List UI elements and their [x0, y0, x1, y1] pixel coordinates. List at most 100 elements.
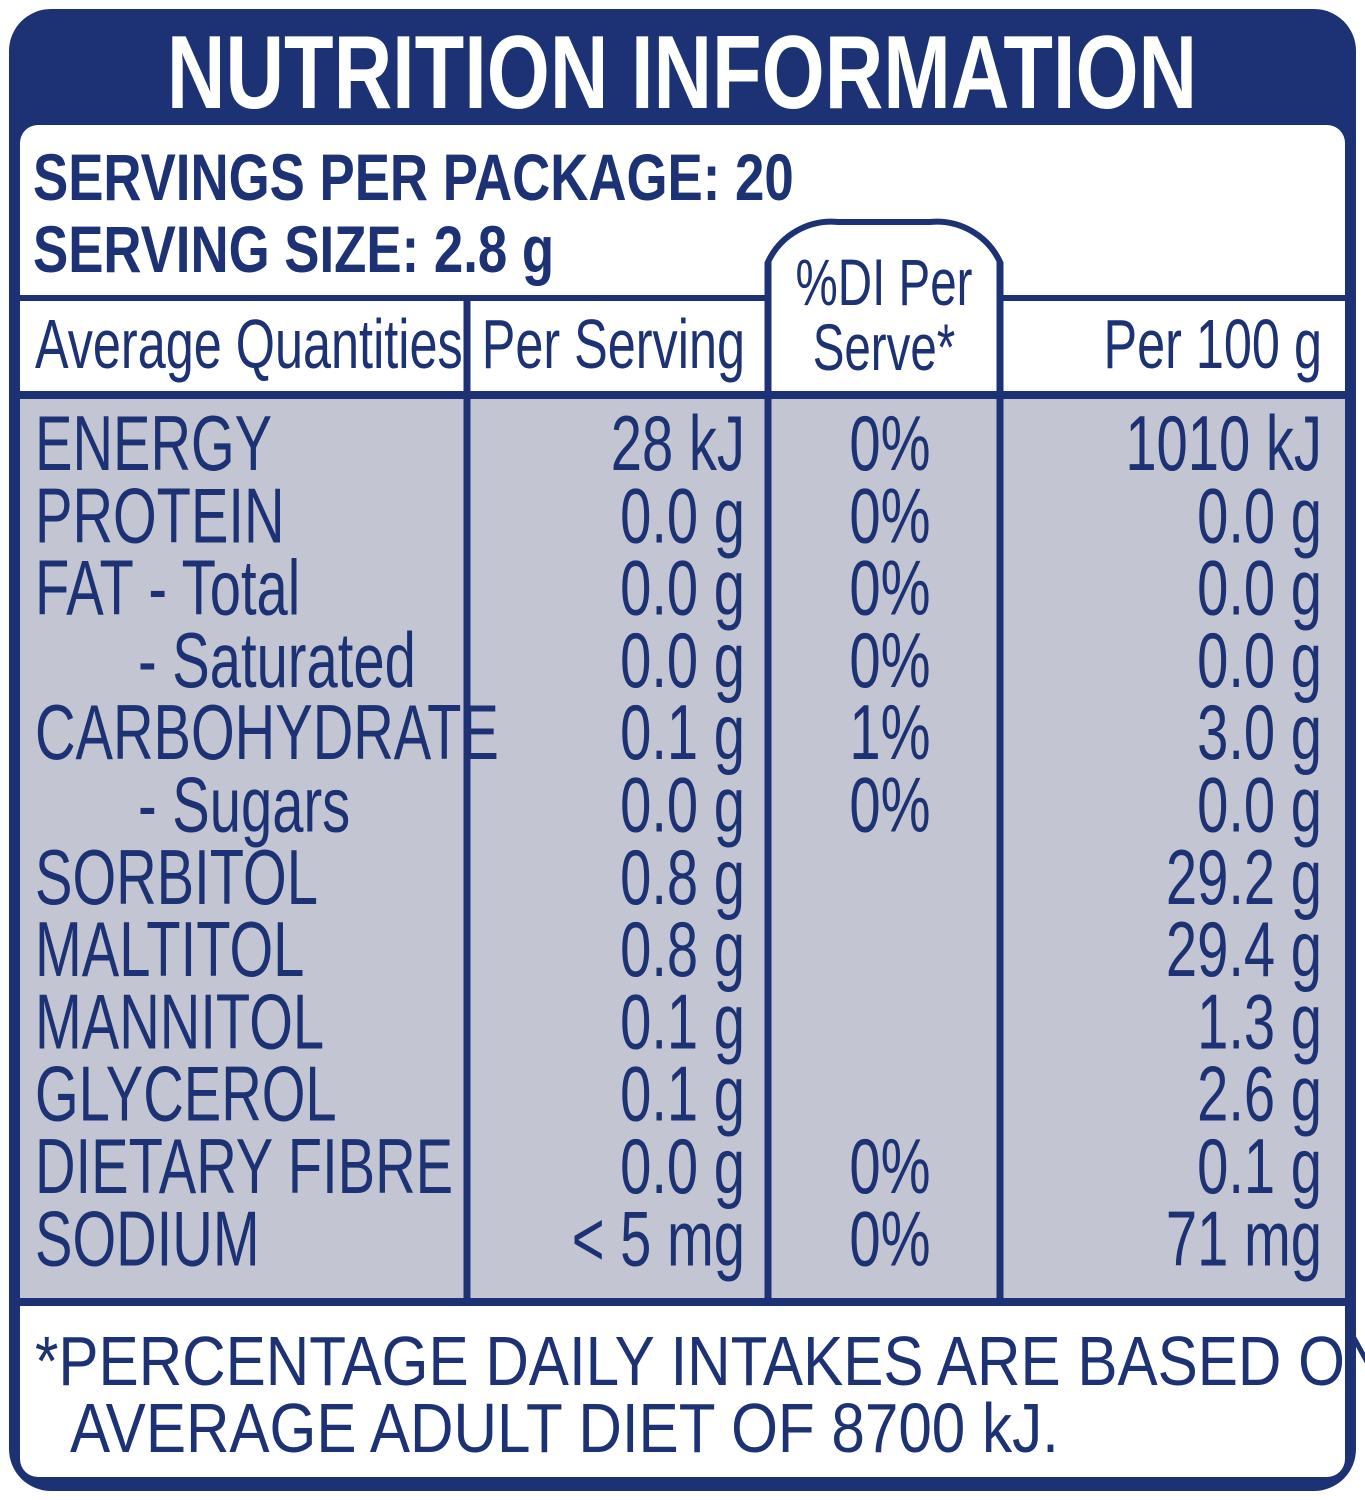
- content: NUTRITION INFORMATION SERVINGS PER PACKAG…: [33, 14, 1365, 1467]
- daily-intake-group: 0%: [849, 1123, 930, 1210]
- daily-intake: 0%: [849, 1195, 930, 1282]
- per-serving-group: < 5 mg: [572, 1195, 745, 1282]
- per-100g-group: 0.1 g: [1197, 1123, 1322, 1210]
- per-100g: 1010 kJ: [1125, 400, 1322, 487]
- per-serving-group: 0.1 g: [620, 689, 745, 776]
- nutrient-name-group: SODIUM: [35, 1195, 260, 1282]
- per-serving: 28 kJ: [611, 400, 745, 487]
- daily-intake-group: 0%: [849, 1195, 930, 1282]
- column-header: Per 100 g: [1103, 305, 1322, 383]
- daily-intake-group: 0%: [849, 472, 930, 559]
- nutrient-name: MALTITOL: [35, 906, 304, 993]
- per-100g-group: 0.0 g: [1197, 472, 1322, 559]
- footnote: AVERAGE ADULT DIET OF 8700 kJ.: [70, 1389, 1059, 1467]
- per-100g: 29.4 g: [1166, 906, 1322, 993]
- per-serving-group: 0.1 g: [620, 1051, 745, 1138]
- per-100g: 0.0 g: [1197, 472, 1322, 559]
- daily-intake: 0%: [849, 1123, 930, 1210]
- per-serving-group: 0.0 g: [620, 545, 745, 632]
- per-100g: 0.0 g: [1197, 617, 1322, 704]
- nutrient-name: SORBITOL: [35, 834, 318, 921]
- nutrient-name-group: DIETARY FIBRE: [35, 1123, 453, 1210]
- nutrient-name-group: - Saturated: [138, 617, 416, 704]
- per-serving-group: 0.8 g: [620, 906, 745, 993]
- nutrient-name: CARBOHYDRATE: [35, 689, 499, 776]
- footnote-group: *PERCENTAGE DAILY INTAKES ARE BASED ON A…: [35, 1322, 1365, 1400]
- nutrient-name-group: GLYCEROL: [35, 1051, 337, 1138]
- column-header: %DI Per: [796, 246, 973, 319]
- nutrient-name-group: CARBOHYDRATE: [35, 689, 499, 776]
- per-100g-group: 0.0 g: [1197, 617, 1322, 704]
- daily-intake-group: 0%: [849, 400, 930, 487]
- column-header-group: Average Quantities: [35, 305, 463, 383]
- per-serving: 0.1 g: [620, 689, 745, 776]
- per-serving-group: 0.0 g: [620, 617, 745, 704]
- serving-size-group: SERVING SIZE: 2.8 g: [33, 212, 554, 286]
- per-100g-group: 29.4 g: [1166, 906, 1322, 993]
- per-serving-group: 0.8 g: [620, 834, 745, 921]
- per-100g-group: 0.0 g: [1197, 761, 1322, 848]
- per-100g: 0.0 g: [1197, 761, 1322, 848]
- daily-intake: 0%: [849, 400, 930, 487]
- per-serving: 0.0 g: [620, 1123, 745, 1210]
- per-serving: 0.1 g: [620, 978, 745, 1065]
- per-100g-group: 1.3 g: [1197, 978, 1322, 1065]
- per-serving: 0.0 g: [620, 545, 745, 632]
- nutrient-name-group: MALTITOL: [35, 906, 304, 993]
- per-100g-group: 3.0 g: [1197, 689, 1322, 776]
- title: NUTRITION INFORMATION: [167, 14, 1197, 130]
- footnote: *PERCENTAGE DAILY INTAKES ARE BASED ON A…: [35, 1322, 1365, 1400]
- per-100g: 29.2 g: [1166, 834, 1322, 921]
- servings-per-package-group: SERVINGS PER PACKAGE: 20: [33, 140, 794, 214]
- table-body-bg: [20, 395, 1345, 1303]
- nutrient-name: - Sugars: [138, 761, 350, 848]
- nutrient-name: - Saturated: [138, 617, 416, 704]
- per-serving-group: 0.1 g: [620, 978, 745, 1065]
- per-serving: 0.0 g: [620, 761, 745, 848]
- nutrient-name-group: SORBITOL: [35, 834, 318, 921]
- column-header: Average Quantities: [35, 305, 463, 383]
- nutrient-name: PROTEIN: [35, 472, 285, 559]
- per-100g: 0.1 g: [1197, 1123, 1322, 1210]
- per-serving-group: 28 kJ: [611, 400, 745, 487]
- nutrient-name: SODIUM: [35, 1195, 260, 1282]
- nutrient-name-group: MANNITOL: [35, 978, 324, 1065]
- column-header-group: %DI Per: [796, 246, 973, 319]
- daily-intake: 0%: [849, 761, 930, 848]
- per-serving-group: 0.0 g: [620, 761, 745, 848]
- per-100g-group: 0.0 g: [1197, 545, 1322, 632]
- footnote-group: AVERAGE ADULT DIET OF 8700 kJ.: [70, 1389, 1059, 1467]
- daily-intake-group: 0%: [849, 545, 930, 632]
- daily-intake: 0%: [849, 545, 930, 632]
- column-header-group: Per Serving: [482, 305, 745, 383]
- per-100g: 71 mg: [1166, 1195, 1322, 1282]
- nutrient-name: MANNITOL: [35, 978, 324, 1065]
- nutrient-name: DIETARY FIBRE: [35, 1123, 453, 1210]
- nutrient-name-group: FAT - Total: [35, 545, 300, 632]
- per-100g-group: 71 mg: [1166, 1195, 1322, 1282]
- column-header-group: Per 100 g: [1103, 305, 1322, 383]
- per-serving: 0.0 g: [620, 617, 745, 704]
- daily-intake: 0%: [849, 617, 930, 704]
- servings-per-package: SERVINGS PER PACKAGE: 20: [33, 140, 794, 214]
- per-100g: 0.0 g: [1197, 545, 1322, 632]
- per-100g: 3.0 g: [1197, 689, 1322, 776]
- column-header: Per Serving: [482, 305, 745, 383]
- column-header: Serve*: [813, 311, 956, 384]
- per-serving-group: 0.0 g: [620, 1123, 745, 1210]
- daily-intake-group: 0%: [849, 617, 930, 704]
- per-serving-group: 0.0 g: [620, 472, 745, 559]
- nutrient-name-group: - Sugars: [138, 761, 350, 848]
- per-100g-group: 29.2 g: [1166, 834, 1322, 921]
- serving-size: SERVING SIZE: 2.8 g: [33, 212, 554, 286]
- column-header-group: Serve*: [813, 311, 956, 384]
- nutrient-name: GLYCEROL: [35, 1051, 337, 1138]
- nutrient-name-group: PROTEIN: [35, 472, 285, 559]
- daily-intake: 1%: [849, 689, 930, 776]
- per-100g-group: 2.6 g: [1197, 1051, 1322, 1138]
- daily-intake-group: 1%: [849, 689, 930, 776]
- nutrient-name: FAT - Total: [35, 545, 300, 632]
- per-serving: 0.8 g: [620, 906, 745, 993]
- title-group: NUTRITION INFORMATION: [167, 14, 1197, 130]
